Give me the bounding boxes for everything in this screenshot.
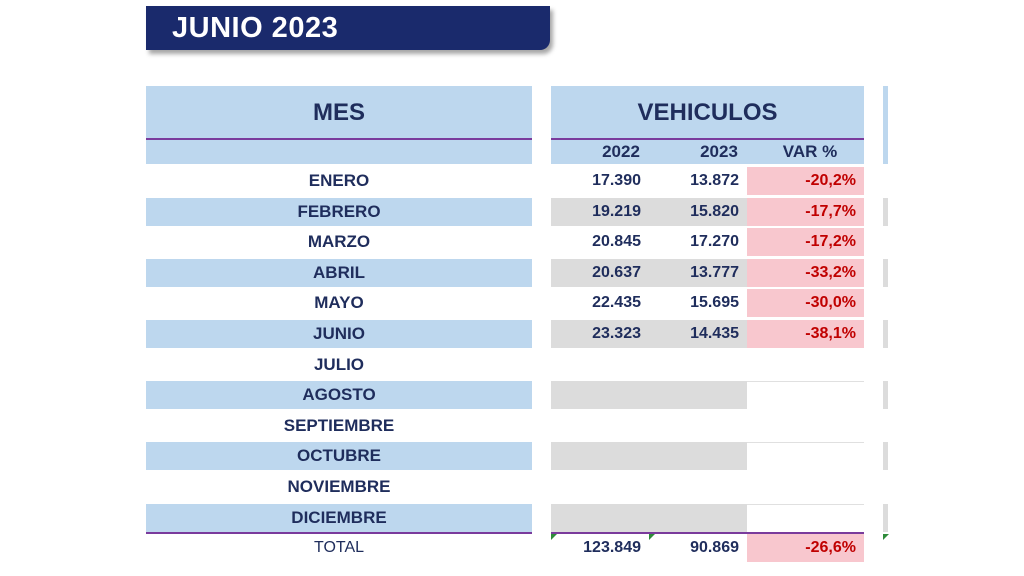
table-row: JUNIO 23.323 14.435 -38,1%: [0, 320, 1024, 350]
next-column-stub: [883, 258, 888, 287]
month-label: MAYO: [314, 293, 364, 313]
total-divider-vehicles: [551, 532, 864, 534]
table-row: MARZO 20.845 17.270 -17,2%: [0, 228, 1024, 258]
subheader-band-month: [146, 140, 532, 164]
subheader-var: VAR %: [782, 142, 838, 161]
value-2022: 20.637: [551, 258, 649, 287]
next-column-stub: [883, 503, 888, 532]
empty-values: [551, 381, 747, 410]
value-var: -33,2%: [747, 258, 864, 287]
total-label: TOTAL: [313, 539, 365, 556]
total-divider-month: [146, 532, 532, 534]
table-row: AGOSTO: [0, 381, 1024, 411]
month-label: JULIO: [313, 354, 365, 374]
subheader-band-vehicles: [551, 140, 864, 164]
total-var: -26,6%: [747, 534, 864, 562]
header-divider-month: [146, 138, 532, 140]
value-2022: 17.390: [592, 172, 641, 189]
value-2023: 17.270: [690, 233, 739, 251]
table-row: JULIO: [0, 351, 1024, 381]
value-2023: 14.435: [649, 320, 747, 348]
cell-marker-icon: [649, 534, 655, 540]
next-column-stub: [883, 197, 888, 226]
empty-var: [747, 503, 864, 533]
value-2022: 19.219: [551, 197, 649, 226]
empty-values: [551, 503, 747, 532]
month-label: FEBRERO: [146, 197, 532, 226]
value-var: -38,1%: [747, 320, 864, 348]
table-row: ENERO 17.390 13.872 -20,2%: [0, 167, 1024, 197]
next-column-stub: [883, 86, 888, 164]
total-2022: 123.849: [583, 539, 641, 556]
month-label: ENERO: [308, 171, 370, 190]
month-label: DICIEMBRE: [146, 503, 532, 532]
value-2023: 13.777: [649, 258, 747, 287]
header-divider-vehicles: [551, 138, 864, 140]
subheader-2022: 2022: [602, 142, 640, 161]
month-label: JUNIO: [146, 320, 532, 348]
header-month: MES: [146, 86, 532, 140]
table-row: SEPTIEMBRE: [0, 412, 1024, 442]
month-label: SEPTIEMBRE: [283, 415, 395, 435]
title-banner: JUNIO 2023: [146, 6, 550, 50]
table-row: MAYO 22.435 15.695 -30,0%: [0, 289, 1024, 319]
value-2023: 13.872: [690, 172, 739, 189]
value-var: -20,2%: [747, 167, 864, 195]
total-row: TOTAL 123.849 90.869 -26,6%: [0, 534, 1024, 562]
value-2023: 15.695: [690, 294, 739, 312]
value-2023: 15.820: [649, 197, 747, 226]
empty-values: [551, 442, 747, 471]
month-label: MARZO: [307, 232, 371, 252]
next-column-stub: [883, 442, 888, 471]
table-row: ABRIL 20.637 13.777 -33,2%: [0, 258, 1024, 289]
month-label: AGOSTO: [146, 381, 532, 410]
value-var: -17,2%: [747, 228, 864, 257]
value-2022: 20.845: [592, 233, 641, 251]
next-column-stub: [883, 320, 888, 348]
next-column-stub: [883, 381, 888, 410]
table-row: DICIEMBRE: [0, 503, 1024, 534]
month-label: OCTUBRE: [146, 442, 532, 471]
header-vehicles: VEHICULOS: [551, 86, 864, 140]
total-2023: 90.869: [690, 539, 739, 556]
subheader-2023: 2023: [700, 142, 738, 161]
table-row: FEBRERO 19.219 15.820 -17,7%: [0, 197, 1024, 228]
month-label: NOVIEMBRE: [287, 477, 391, 496]
table-row: NOVIEMBRE: [0, 473, 1024, 503]
table-row: OCTUBRE: [0, 442, 1024, 472]
value-var: -30,0%: [747, 289, 864, 318]
empty-var: [747, 381, 864, 411]
month-label: ABRIL: [146, 258, 532, 287]
value-2022: 22.435: [592, 294, 641, 312]
cell-marker-icon: [883, 534, 889, 540]
cell-marker-icon: [551, 534, 557, 540]
value-var: -17,7%: [747, 197, 864, 226]
banner-title: JUNIO 2023: [172, 12, 339, 44]
empty-var: [747, 442, 864, 472]
value-2022: 23.323: [551, 320, 649, 348]
